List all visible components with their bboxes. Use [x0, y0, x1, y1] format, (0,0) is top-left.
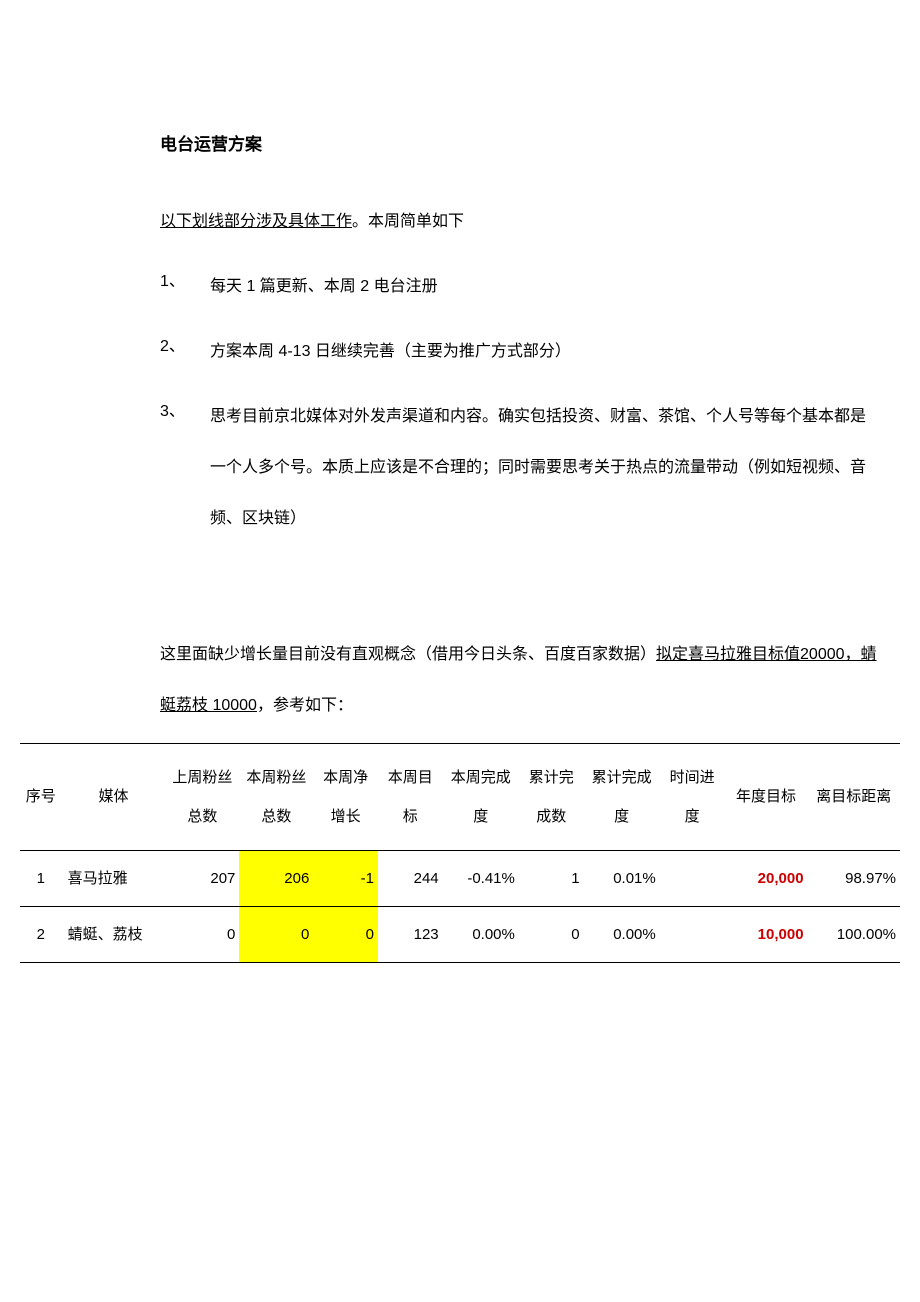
table-row: 1 喜马拉雅 207 206 -1 244 -0.41% 1 0.01% 20,… [20, 850, 900, 906]
th-time-prog: 时间进度 [660, 743, 725, 850]
th-media: 媒体 [62, 743, 166, 850]
table-row: 2 蜻蜓、荔枝 0 0 0 123 0.00% 0 0.00% 10,000 1… [20, 906, 900, 962]
numbered-list: 1、 每天 1 篇更新、本周 2 电台注册 2、 方案本周 4-13 日继续完善… [160, 261, 880, 545]
cell-cum-pct: 0.00% [584, 906, 660, 962]
list-item-text: 思考目前京北媒体对外发声渠道和内容。确实包括投资、财富、茶馆、个人号等每个基本都… [210, 391, 880, 545]
list-item-number: 2、 [160, 326, 210, 377]
th-week-goal: 本周目标 [378, 743, 443, 850]
intro-underlined: 以下划线部分涉及具体工作 [160, 213, 352, 230]
list-item-text: 方案本周 4-13 日继续完善（主要为推广方式部分） [210, 326, 880, 377]
cell-last-fans: 207 [165, 850, 239, 906]
para2-a: 这里面缺少增长量目前没有直观概念（借用今日头条、百度百家数据） [160, 646, 656, 663]
cell-media: 喜马拉雅 [62, 850, 166, 906]
cell-dist: 100.00% [808, 906, 900, 962]
th-last-fans: 上周粉丝总数 [165, 743, 239, 850]
th-this-fans: 本周粉丝总数 [239, 743, 313, 850]
cell-week-done: 0.00% [443, 906, 519, 962]
list-item: 1、 每天 1 篇更新、本周 2 电台注册 [160, 261, 880, 312]
cell-week-goal: 123 [378, 906, 443, 962]
cell-this-fans: 206 [239, 850, 313, 906]
cell-year-goal: 10,000 [724, 906, 807, 962]
list-item: 3、 思考目前京北媒体对外发声渠道和内容。确实包括投资、财富、茶馆、个人号等每个… [160, 391, 880, 545]
cell-media: 蜻蜓、荔枝 [62, 906, 166, 962]
list-item-number: 3、 [160, 391, 210, 545]
para2-b: ，参考如下： [257, 697, 353, 714]
cell-cum-pct: 0.01% [584, 850, 660, 906]
th-idx: 序号 [20, 743, 62, 850]
cell-this-fans: 0 [239, 906, 313, 962]
cell-net: -1 [313, 850, 378, 906]
th-year-goal: 年度目标 [724, 743, 807, 850]
th-week-done: 本周完成度 [443, 743, 519, 850]
cell-year-goal: 20,000 [724, 850, 807, 906]
cell-time-prog [660, 906, 725, 962]
cell-time-prog [660, 850, 725, 906]
intro-line: 以下划线部分涉及具体工作。本周简单如下 [160, 201, 880, 243]
cell-week-goal: 244 [378, 850, 443, 906]
data-table-wrap: 序号 媒体 上周粉丝总数 本周粉丝总数 本周净增长 本周目标 本周完成度 累计完… [20, 743, 900, 963]
cell-cum-cnt: 0 [519, 906, 584, 962]
th-net: 本周净增长 [313, 743, 378, 850]
th-cum-pct: 累计完成度 [584, 743, 660, 850]
list-item: 2、 方案本周 4-13 日继续完善（主要为推广方式部分） [160, 326, 880, 377]
intro-rest: 。本周简单如下 [352, 213, 464, 230]
cell-week-done: -0.41% [443, 850, 519, 906]
cell-cum-cnt: 1 [519, 850, 584, 906]
cell-last-fans: 0 [165, 906, 239, 962]
data-table: 序号 媒体 上周粉丝总数 本周粉丝总数 本周净增长 本周目标 本周完成度 累计完… [20, 743, 900, 963]
table-header-row: 序号 媒体 上周粉丝总数 本周粉丝总数 本周净增长 本周目标 本周完成度 累计完… [20, 743, 900, 850]
list-item-text: 每天 1 篇更新、本周 2 电台注册 [210, 261, 880, 312]
cell-net: 0 [313, 906, 378, 962]
cell-dist: 98.97% [808, 850, 900, 906]
cell-idx: 2 [20, 906, 62, 962]
list-item-number: 1、 [160, 261, 210, 312]
th-dist: 离目标距离 [808, 743, 900, 850]
page-title: 电台运营方案 [160, 130, 880, 155]
th-cum-cnt: 累计完成数 [519, 743, 584, 850]
cell-idx: 1 [20, 850, 62, 906]
pre-table-paragraph: 这里面缺少增长量目前没有直观概念（借用今日头条、百度百家数据）拟定喜马拉雅目标值… [160, 629, 880, 731]
